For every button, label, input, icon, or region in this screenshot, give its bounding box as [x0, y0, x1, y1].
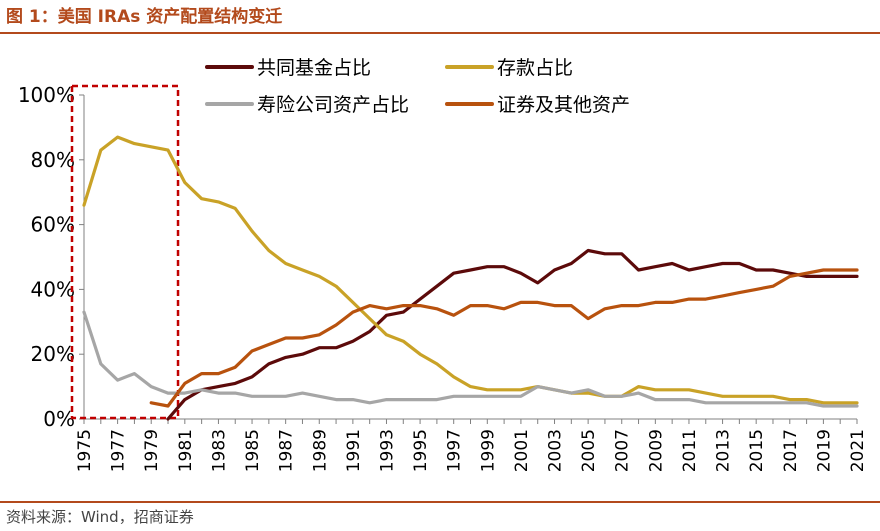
x-tick-label: 1991 [344, 429, 364, 472]
x-tick-label: 1981 [176, 429, 196, 472]
x-tick-label: 2021 [848, 429, 868, 472]
y-tick-label: 20% [31, 342, 75, 366]
line-chart: 0% 20% 40% 60% 80% 100% 1975 1977 1979 1981 1983 19… [18, 57, 868, 472]
x-tick-label: 1977 [109, 429, 129, 472]
y-tick-label: 60% [31, 213, 75, 237]
x-tick-label: 1979 [142, 429, 162, 472]
x-tick-label: 2005 [579, 429, 599, 472]
x-tick-label: 1987 [277, 429, 297, 472]
x-tick-label: 2017 [781, 429, 801, 472]
x-tick-label: 1983 [209, 429, 229, 472]
x-tick-label: 2003 [546, 429, 566, 472]
series-line [82, 310, 859, 408]
x-tick-label: 2011 [680, 429, 700, 472]
x-tick-label: 1999 [478, 429, 498, 472]
x-tick-label: 1975 [75, 429, 95, 472]
x-tick-label: 1989 [310, 429, 330, 472]
legend-label: 共同基金占比 [257, 57, 371, 79]
legend-label: 寿险公司资产占比 [257, 94, 409, 116]
x-tick-label: 2019 [814, 429, 834, 472]
x-tick-label: 1995 [411, 429, 431, 472]
y-tick-label: 0% [43, 407, 75, 431]
legend-label: 证券及其他资产 [497, 94, 630, 116]
title-rule [0, 32, 880, 34]
legend-label: 存款占比 [497, 57, 573, 79]
x-tick-label: 2007 [613, 429, 633, 472]
y-tick-label: 100% [18, 83, 75, 107]
series-line [166, 248, 859, 421]
x-tick-label: 2001 [512, 429, 532, 472]
highlight-box [70, 84, 180, 420]
source-rule [0, 501, 880, 503]
figure-title: 图 1：美国 IRAs 资产配置结构变迁 [6, 7, 283, 27]
series-lines [82, 135, 859, 421]
series-line [82, 135, 859, 405]
x-tick-label: 2013 [714, 429, 734, 472]
x-tick-label: 1997 [445, 429, 465, 472]
axes: 0% 20% 40% 60% 80% 100% 1975 1977 1979 1981 1983 19… [18, 83, 868, 472]
x-tick-label: 1993 [377, 429, 397, 472]
y-tick-label: 40% [31, 277, 75, 301]
x-tick-label: 1985 [243, 429, 263, 472]
series-line [149, 268, 859, 408]
x-tick-label: 2015 [747, 429, 767, 472]
y-tick-label: 80% [31, 148, 75, 172]
source-note: 资料来源：Wind，招商证券 [6, 508, 194, 526]
x-tick-label: 2009 [646, 429, 666, 472]
